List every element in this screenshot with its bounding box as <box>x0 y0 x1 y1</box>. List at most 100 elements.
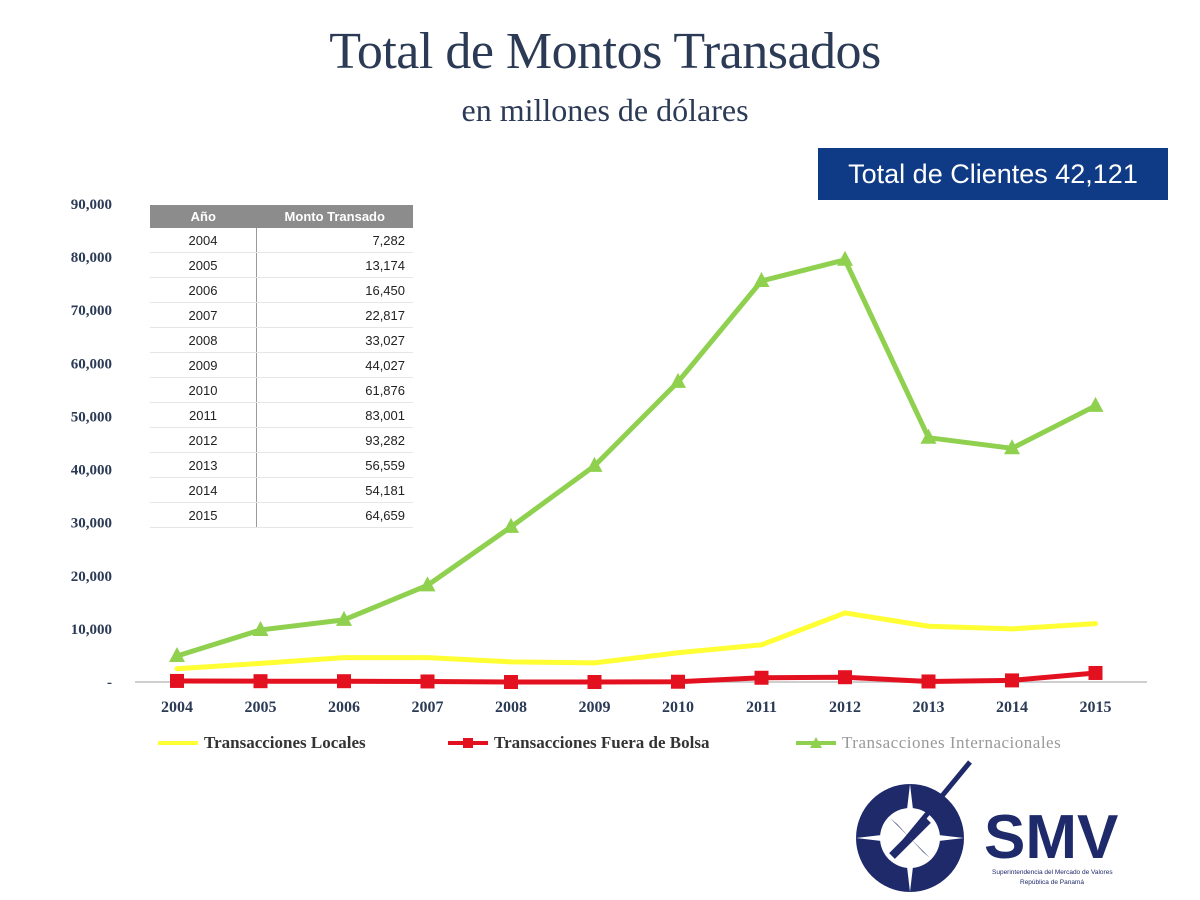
table-cell-year: 2012 <box>150 427 257 453</box>
x-tick-label: 2005 <box>245 699 277 716</box>
x-tick-label: 2011 <box>746 699 777 716</box>
data-point <box>842 610 848 616</box>
table-header-amount: Monto Transado <box>256 205 413 228</box>
smv-logo-line1: Superintendencia del Mercado de Valores <box>992 869 1113 876</box>
table-cell-year: 2007 <box>150 302 257 328</box>
data-point <box>336 610 352 626</box>
smv-emblem-icon <box>856 760 972 892</box>
table-row: 2011 83,001 <box>150 402 413 428</box>
data-point <box>671 674 685 689</box>
data-point <box>753 272 770 288</box>
table-cell-amount: 61,876 <box>256 377 413 403</box>
y-tick-label: 90,000 <box>71 197 112 213</box>
table-row: 2012 93,282 <box>150 427 413 453</box>
data-point <box>920 428 937 444</box>
y-tick-label: 20,000 <box>71 569 112 585</box>
table-cell-amount: 13,174 <box>256 252 413 278</box>
legend-label-internacionales: Transacciones Internacionales <box>842 733 1062 752</box>
data-point <box>754 670 769 685</box>
legend-swatch-fuera-de-bolsa <box>448 738 488 748</box>
table-cell-year: 2015 <box>150 502 257 528</box>
table-cell-year: 2011 <box>150 402 257 428</box>
table-cell-year: 2013 <box>150 452 257 478</box>
smv-logo-text: SMV <box>984 803 1118 872</box>
smv-logo-line2: República de Panamá <box>1020 879 1084 886</box>
table-header-year: Año <box>150 205 257 228</box>
amounts-table: Año Monto Transado 2004 7,282 2005 13,174 20… <box>150 205 413 528</box>
data-point <box>1004 439 1020 455</box>
data-point <box>670 372 686 388</box>
x-tick-label: 2012 <box>829 699 861 716</box>
table-row: 2006 16,450 <box>150 277 413 303</box>
x-tick-label: 2013 <box>913 699 945 716</box>
data-point <box>675 650 681 656</box>
data-point <box>341 655 347 661</box>
table-cell-amount: 54,181 <box>256 477 413 503</box>
y-tick-label: 40,000 <box>71 463 112 479</box>
x-tick-label: 2004 <box>161 699 193 716</box>
chart-series <box>169 250 1104 689</box>
table-row: 2009 44,027 <box>150 352 413 378</box>
data-point <box>170 673 184 688</box>
data-point <box>258 660 263 666</box>
data-point <box>425 655 430 661</box>
y-tick-label: 10,000 <box>71 622 112 638</box>
series-line-1 <box>176 670 1096 685</box>
legend-label-fuera-de-bolsa: Transacciones Fuera de Bolsa <box>494 733 710 752</box>
total-clients-badge: Total de Clientes 42,121 <box>818 148 1168 200</box>
data-point <box>926 623 931 629</box>
legend-item-locales: Transacciones Locales <box>158 730 366 756</box>
data-point <box>420 674 435 689</box>
data-point <box>1088 665 1103 680</box>
table-cell-year: 2014 <box>150 477 257 503</box>
table-cell-amount: 22,817 <box>256 302 413 328</box>
y-tick-label: 70,000 <box>71 303 112 319</box>
table-cell-amount: 44,027 <box>256 352 413 378</box>
y-tick-label: 60,000 <box>71 356 112 372</box>
y-tick-label: 80,000 <box>71 250 112 266</box>
table-row: 2013 56,559 <box>150 452 413 478</box>
data-point <box>503 517 519 533</box>
x-tick-label: 2015 <box>1080 699 1112 716</box>
data-point <box>1087 396 1104 412</box>
table-cell-year: 2008 <box>150 327 257 353</box>
table-cell-year: 2004 <box>150 228 257 253</box>
data-point <box>253 674 268 689</box>
table-header-row: Año Monto Transado <box>150 205 413 228</box>
table-cell-year: 2005 <box>150 252 257 278</box>
legend-item-fuera-de-bolsa: Transacciones Fuera de Bolsa <box>448 730 709 756</box>
table-cell-year: 2006 <box>150 277 257 303</box>
x-tick-label: 2009 <box>579 699 611 716</box>
series-line-2 <box>176 257 1097 659</box>
y-tick-label: - <box>107 675 112 691</box>
table-row: 2005 13,174 <box>150 252 413 278</box>
table-cell-amount: 33,027 <box>256 327 413 353</box>
chart-subtitle: en millones de dólares <box>461 92 749 128</box>
data-point <box>174 666 180 672</box>
x-tick-label: 2014 <box>996 699 1028 716</box>
table-cell-amount: 56,559 <box>256 452 413 478</box>
data-point <box>169 646 185 662</box>
data-point <box>1093 621 1098 627</box>
data-point <box>759 642 764 648</box>
data-point <box>837 250 853 266</box>
legend-swatch-internacionales <box>796 737 836 748</box>
data-point <box>1005 673 1019 688</box>
table-row: 2010 61,876 <box>150 377 413 403</box>
y-tick-label: 30,000 <box>71 516 112 532</box>
smv-logo: SMV Superintendencia del Mercado de Valo… <box>856 760 1118 892</box>
table-row: 2008 33,027 <box>150 327 413 353</box>
table-row: 2007 22,817 <box>150 302 413 328</box>
data-point <box>921 674 936 689</box>
table-cell-amount: 93,282 <box>256 427 413 453</box>
data-point <box>592 660 597 666</box>
chart-title: Total de Montos Transados <box>329 23 881 80</box>
data-point <box>586 456 603 472</box>
data-point <box>419 576 436 592</box>
series-line-0 <box>176 610 1096 672</box>
data-point <box>337 674 351 689</box>
table-cell-year: 2009 <box>150 352 257 378</box>
legend-label-locales: Transacciones Locales <box>204 733 366 752</box>
table-row: 2014 54,181 <box>150 477 413 503</box>
